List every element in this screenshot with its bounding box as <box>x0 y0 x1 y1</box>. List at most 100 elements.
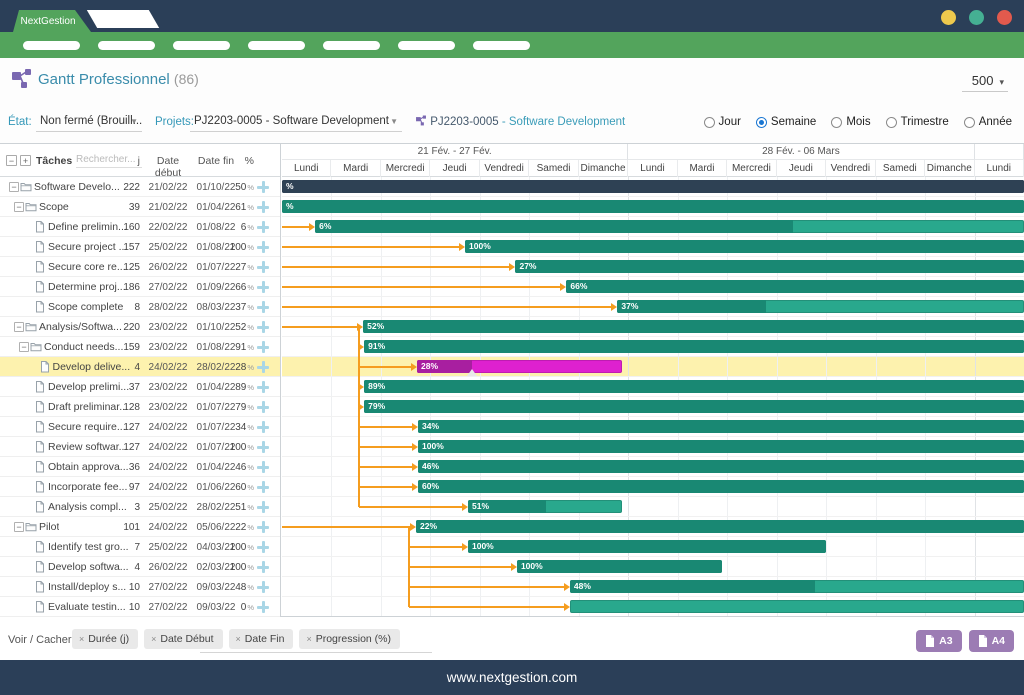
gantt-bar[interactable]: 66% <box>566 280 1024 293</box>
task-row[interactable]: Develop delive... 4 24/02/22 28/02/22 28% <box>0 357 280 377</box>
add-subtask-button[interactable] <box>257 421 269 433</box>
timescale-option-mois[interactable]: Mois <box>831 116 871 128</box>
collapse-toggle[interactable]: − <box>14 322 24 332</box>
chips-input-underline[interactable] <box>200 652 432 653</box>
gantt-bar[interactable]: 46% <box>418 460 1024 473</box>
gantt-bar[interactable]: 60% <box>418 480 1024 493</box>
gantt-bar[interactable]: 100% <box>516 560 723 573</box>
timescale-option-trimestre[interactable]: Trimestre <box>885 116 949 128</box>
add-subtask-button[interactable] <box>257 361 269 373</box>
add-subtask-button[interactable] <box>257 181 269 193</box>
add-subtask-button[interactable] <box>257 221 269 233</box>
gantt-bar[interactable]: 52% <box>363 320 1024 333</box>
nav-menu-item[interactable] <box>473 41 530 50</box>
remove-icon[interactable]: × <box>306 634 312 644</box>
task-row[interactable]: Determine proj... 186 27/02/22 01/09/22 66% <box>0 277 280 297</box>
add-subtask-button[interactable] <box>257 601 269 613</box>
remove-icon[interactable]: × <box>235 634 241 644</box>
task-row[interactable]: Review softwar... 127 24/02/22 01/07/22 100% <box>0 437 280 457</box>
expand-all-button[interactable]: + <box>20 155 31 166</box>
task-row[interactable]: Identify test gro... 7 25/02/22 04/03/22 100… <box>0 537 280 557</box>
window-dot-2[interactable] <box>997 10 1012 25</box>
footer-url[interactable]: www.nextgestion.com <box>446 670 578 685</box>
add-subtask-button[interactable] <box>257 401 269 413</box>
task-row[interactable]: Obtain approva... 36 24/02/22 01/04/22 46% <box>0 457 280 477</box>
gantt-bar[interactable]: % <box>282 200 1024 213</box>
add-subtask-button[interactable] <box>257 381 269 393</box>
gantt-bar[interactable]: 100% <box>465 240 1024 253</box>
window-dot-1[interactable] <box>969 10 984 25</box>
task-row[interactable]: Analysis compl... 3 25/02/22 28/02/22 51% <box>0 497 280 517</box>
print-a4-button[interactable]: A4 <box>968 630 1014 652</box>
timescale-option-semaine[interactable]: Semaine <box>755 116 816 128</box>
remove-icon[interactable]: × <box>151 634 157 644</box>
radio-icon[interactable] <box>885 116 897 128</box>
window-dot-0[interactable] <box>941 10 956 25</box>
task-row[interactable]: − Conduct needs... 159 23/02/22 01/08/22 91% <box>0 337 280 357</box>
gantt-bar[interactable]: 22% <box>416 520 1024 533</box>
page-size-select[interactable]: 500 ▾ <box>961 73 1008 92</box>
secondary-tab[interactable] <box>86 10 160 28</box>
gantt-bar[interactable]: 79% <box>364 400 1024 413</box>
etat-select[interactable]: ▼ Non fermé (Brouill... <box>36 113 142 132</box>
column-chip[interactable]: × Date Fin <box>228 629 294 649</box>
print-a3-button[interactable]: A3 <box>916 630 962 652</box>
gantt-bar[interactable]: % <box>282 180 1024 193</box>
search-input[interactable] <box>76 152 142 168</box>
projets-select[interactable]: ▼ PJ2203-0005 - Software Development <box>190 113 402 132</box>
task-row[interactable]: Secure require... 127 24/02/22 01/07/22 34% <box>0 417 280 437</box>
gantt-bar[interactable]: 51% <box>467 500 622 513</box>
collapse-all-button[interactable]: − <box>6 155 17 166</box>
column-chip[interactable]: × Progression (%) <box>299 629 400 649</box>
gantt-bar[interactable]: 37% <box>617 300 1024 313</box>
radio-icon[interactable] <box>831 116 843 128</box>
gantt-bar[interactable] <box>569 600 1024 613</box>
add-subtask-button[interactable] <box>257 321 269 333</box>
radio-icon[interactable] <box>963 116 975 128</box>
collapse-toggle[interactable]: − <box>9 182 19 192</box>
progress-drag-handle-icon[interactable] <box>466 369 477 376</box>
project-link[interactable]: PJ2203-0005 - Software Development <box>415 115 625 128</box>
add-subtask-button[interactable] <box>257 261 269 273</box>
nav-menu-item[interactable] <box>248 41 305 50</box>
collapse-toggle[interactable]: − <box>19 342 29 352</box>
add-subtask-button[interactable] <box>257 581 269 593</box>
task-row[interactable]: − Scope 39 21/02/22 01/04/22 61% <box>0 197 280 217</box>
task-row[interactable]: Secure core re... 125 26/02/22 01/07/22 27% <box>0 257 280 277</box>
gantt-bar[interactable]: 100% <box>418 440 1024 453</box>
nav-menu-item[interactable] <box>323 41 380 50</box>
collapse-toggle[interactable]: − <box>14 202 24 212</box>
task-row[interactable]: Define prelimin... 160 22/02/22 01/08/22 6% <box>0 217 280 237</box>
gantt-bar[interactable]: 27% <box>515 260 1024 273</box>
gantt-bar[interactable]: 100% <box>467 540 827 553</box>
timescale-option-jour[interactable]: Jour <box>703 116 741 128</box>
radio-icon[interactable] <box>703 116 715 128</box>
add-subtask-button[interactable] <box>257 281 269 293</box>
task-row[interactable]: − Analysis/Softwa... 220 23/02/22 01/10/22 52… <box>0 317 280 337</box>
nav-menu-item[interactable] <box>23 41 80 50</box>
task-row[interactable]: Develop prelimi... 37 23/02/22 01/04/22 89% <box>0 377 280 397</box>
remove-icon[interactable]: × <box>79 634 85 644</box>
nav-menu-item[interactable] <box>98 41 155 50</box>
column-chip[interactable]: × Date Début <box>144 629 223 649</box>
gantt-bar[interactable]: 89% <box>364 380 1024 393</box>
add-subtask-button[interactable] <box>257 561 269 573</box>
gantt-bar[interactable]: 34% <box>418 420 1024 433</box>
add-subtask-button[interactable] <box>257 481 269 493</box>
task-row[interactable]: − Software Develo... 222 21/02/22 01/10/22 50… <box>0 177 280 197</box>
add-subtask-button[interactable] <box>257 541 269 553</box>
task-row[interactable]: Incorporate fee... 97 24/02/22 01/06/22 60% <box>0 477 280 497</box>
task-row[interactable]: − Pilot 101 24/02/22 05/06/22 22% <box>0 517 280 537</box>
add-subtask-button[interactable] <box>257 301 269 313</box>
add-subtask-button[interactable] <box>257 241 269 253</box>
task-row[interactable]: Develop softwa... 4 26/02/22 02/03/22 100% <box>0 557 280 577</box>
task-row[interactable]: Scope complete 8 28/02/22 08/03/22 37% <box>0 297 280 317</box>
task-row[interactable]: Evaluate testin... 10 27/02/22 09/03/22 0% <box>0 597 280 617</box>
brand-tab[interactable]: NextGestion <box>13 10 91 32</box>
nav-menu-item[interactable] <box>173 41 230 50</box>
add-subtask-button[interactable] <box>257 461 269 473</box>
task-row[interactable]: Draft preliminar... 128 23/02/22 01/07/22 79… <box>0 397 280 417</box>
nav-menu-item[interactable] <box>398 41 455 50</box>
radio-icon[interactable] <box>755 116 767 128</box>
gantt-bar[interactable]: 28% <box>417 360 622 373</box>
